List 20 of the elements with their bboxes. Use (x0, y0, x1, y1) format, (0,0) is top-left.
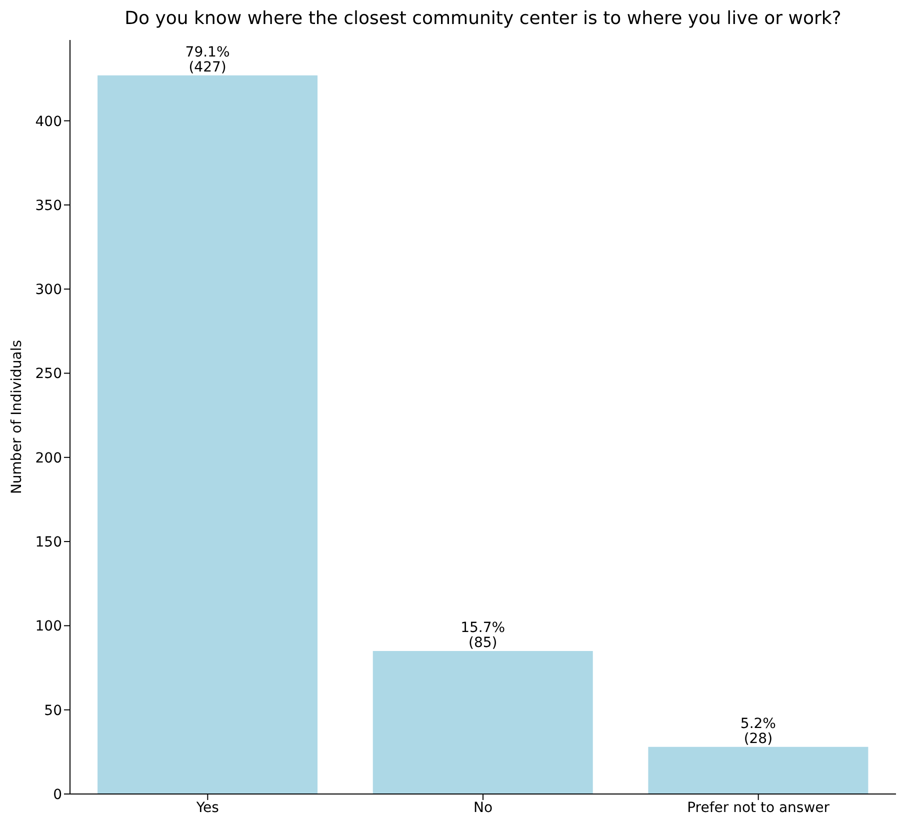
data-label: 15.7% (85) (460, 620, 506, 651)
data-label: 5.2% (28) (740, 716, 776, 747)
bar (372, 650, 593, 794)
y-tick-label: 50 (44, 702, 62, 719)
y-tick-label: 400 (35, 114, 62, 130)
data-label: 79.1% (427) (185, 44, 230, 76)
y-tick-label: 350 (35, 198, 62, 214)
bar (98, 75, 318, 794)
x-tick-label: No (473, 800, 493, 816)
chart-title: Do you know where the closest community center is to where you live or work? (124, 8, 842, 31)
x-tick-label: Yes (195, 800, 219, 816)
x-tick-label: Prefer not to answer (687, 800, 830, 816)
y-tick-label: 150 (35, 534, 62, 551)
y-tick-label: 250 (35, 366, 62, 382)
y-tick-label: 200 (35, 450, 62, 466)
y-tick-label: 300 (35, 282, 62, 298)
y-axis-title: Number of Individuals (8, 340, 25, 494)
y-tick-label: 100 (35, 618, 62, 635)
bar (648, 746, 868, 794)
y-tick-label: 0 (53, 786, 62, 803)
